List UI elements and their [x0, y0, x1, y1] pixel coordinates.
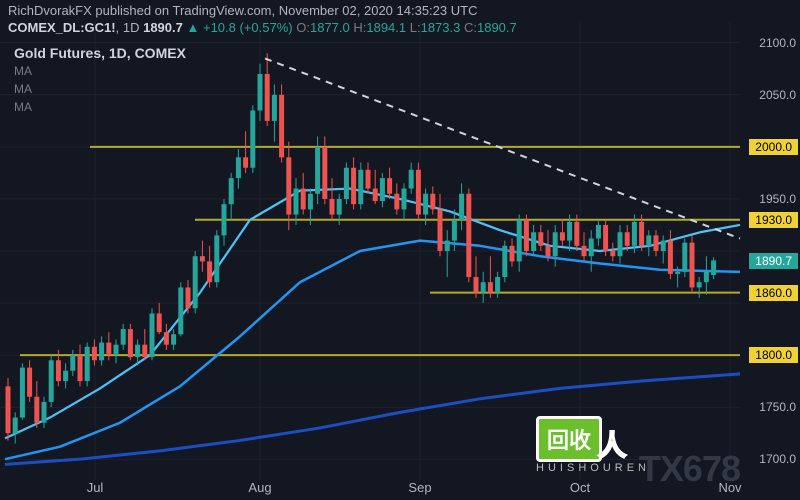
- y-tick-highlight: 2000.0: [749, 139, 798, 155]
- last-price: 1890.7: [143, 20, 183, 35]
- interval: , 1D: [116, 20, 140, 35]
- open-label: O:: [296, 20, 310, 35]
- y-tick: 1700.0: [759, 452, 796, 466]
- high-label: H:: [353, 20, 366, 35]
- x-tick: Oct: [570, 480, 590, 495]
- x-tick: Sep: [408, 480, 431, 495]
- chart-header: RichDvorakFX published on TradingView.co…: [8, 2, 517, 36]
- badge-box2: 人: [598, 424, 626, 464]
- y-tick: 1950.0: [759, 192, 796, 206]
- y-axis-labels: 1700.0 1750.0 1950.0 2050.0 2100.0 1800.0 1860…: [740, 0, 798, 500]
- symbol: COMEX_DL:GC1!: [8, 20, 116, 35]
- x-tick: Aug: [248, 480, 271, 495]
- watermark: TX678: [639, 448, 740, 490]
- close-label: C:: [464, 20, 477, 35]
- low-value: 1873.3: [421, 20, 461, 35]
- y-current-price: 1890.7: [749, 253, 798, 269]
- y-tick-highlight: 1860.0: [749, 285, 798, 301]
- close-value: 1890.7: [477, 20, 517, 35]
- y-tick-highlight: 1930.0: [749, 212, 798, 228]
- y-tick-highlight: 1800.0: [749, 347, 798, 363]
- y-tick: 1750.0: [759, 400, 796, 414]
- high-value: 1894.1: [366, 20, 406, 35]
- arrow-up-icon: ▲: [186, 20, 199, 35]
- legend-ma2: MA: [14, 80, 186, 98]
- legend-ma3: MA: [14, 98, 186, 116]
- badge-box1: 回收: [536, 416, 602, 462]
- low-label: L:: [410, 20, 421, 35]
- legend-title: Gold Futures, 1D, COMEX: [14, 44, 186, 62]
- open-value: 1877.0: [310, 20, 350, 35]
- legend-ma1: MA: [14, 62, 186, 80]
- y-tick: 2050.0: [759, 88, 796, 102]
- x-tick: Jul: [87, 480, 104, 495]
- y-tick: 2100.0: [759, 36, 796, 50]
- change: +10.8 (+0.57%): [203, 20, 293, 35]
- chart-legend: Gold Futures, 1D, COMEX MA MA MA: [14, 44, 186, 116]
- badge-sub: HUISHOUREN: [536, 462, 650, 474]
- publisher-line: RichDvorakFX published on TradingView.co…: [8, 2, 517, 19]
- x-axis-labels: JulAugSepOctNov: [0, 480, 740, 498]
- overlay-badge: 回收人 HUISHOUREN: [536, 416, 650, 474]
